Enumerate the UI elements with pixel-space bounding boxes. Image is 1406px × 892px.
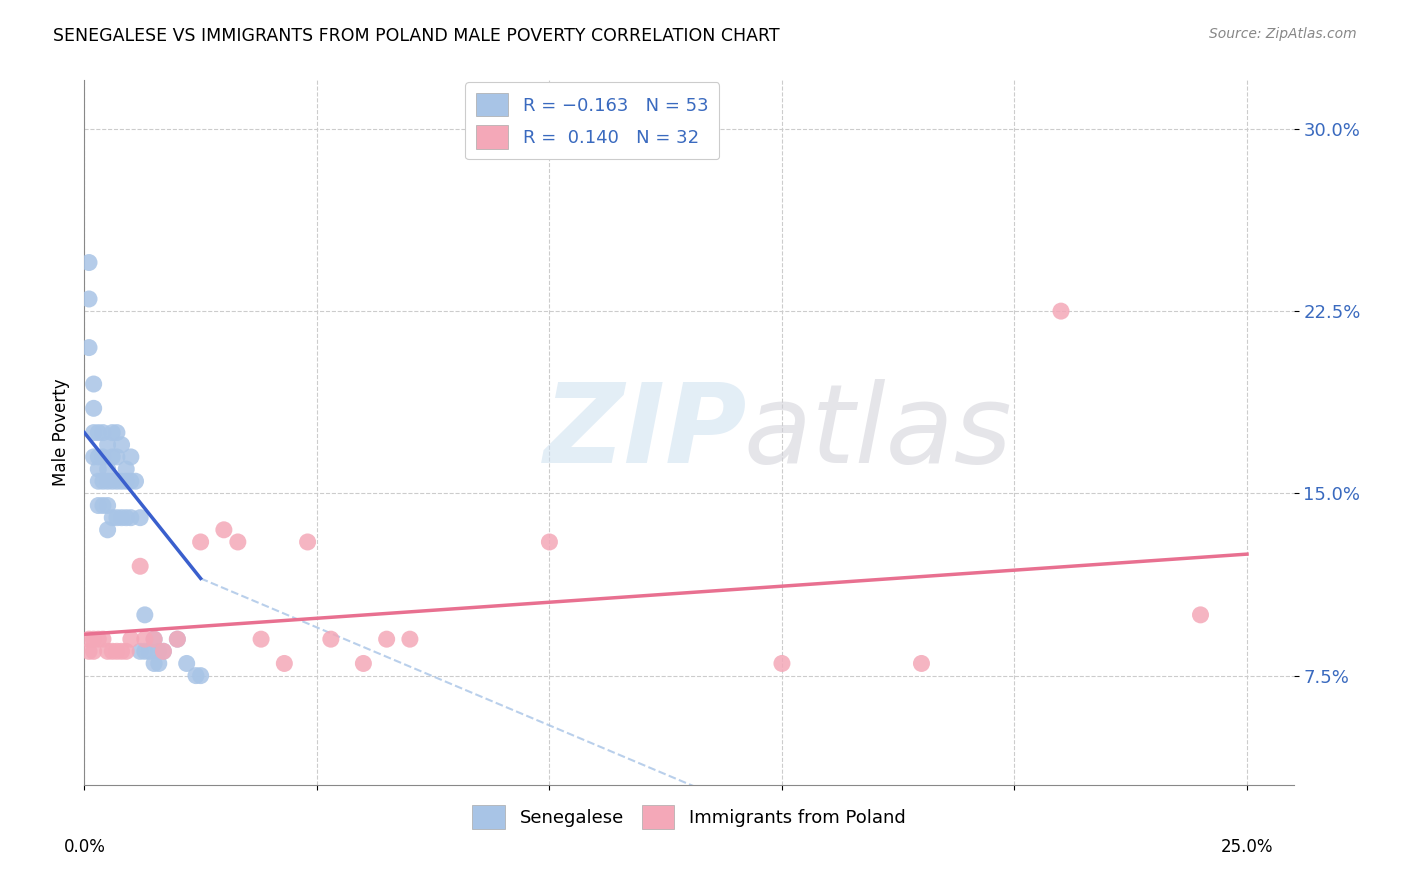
Point — [77, 632, 100, 647]
Point — [129, 510, 152, 524]
Point — [105, 450, 128, 464]
Point — [120, 450, 142, 464]
Point — [83, 450, 105, 464]
Point — [129, 644, 152, 658]
Point — [143, 632, 166, 647]
Point — [77, 644, 100, 658]
Point — [101, 474, 124, 488]
Point — [770, 657, 793, 671]
Point — [134, 632, 156, 647]
Text: atlas: atlas — [744, 379, 1012, 486]
Point — [110, 438, 132, 452]
Point — [115, 474, 138, 488]
Point — [91, 474, 114, 488]
Point — [83, 644, 105, 658]
Point — [148, 644, 170, 658]
Point — [83, 425, 105, 440]
Point — [143, 632, 166, 647]
Point — [97, 438, 120, 452]
Point — [297, 535, 319, 549]
Point — [97, 644, 120, 658]
Point — [105, 474, 128, 488]
Point — [115, 510, 138, 524]
Point — [1189, 607, 1212, 622]
Point — [87, 474, 110, 488]
Point — [87, 425, 110, 440]
Point — [83, 632, 105, 647]
Point — [91, 632, 114, 647]
Point — [1050, 304, 1073, 318]
Point — [110, 474, 132, 488]
Point — [91, 450, 114, 464]
Legend: Senegalese, Immigrants from Poland: Senegalese, Immigrants from Poland — [461, 795, 917, 839]
Point — [115, 462, 138, 476]
Point — [129, 559, 152, 574]
Point — [152, 644, 174, 658]
Point — [83, 401, 105, 416]
Text: SENEGALESE VS IMMIGRANTS FROM POLAND MALE POVERTY CORRELATION CHART: SENEGALESE VS IMMIGRANTS FROM POLAND MAL… — [53, 27, 780, 45]
Point — [120, 510, 142, 524]
Point — [91, 425, 114, 440]
Point — [87, 499, 110, 513]
Point — [399, 632, 422, 647]
Point — [184, 668, 207, 682]
Point — [375, 632, 398, 647]
Point — [105, 425, 128, 440]
Y-axis label: Male Poverty: Male Poverty — [52, 379, 70, 486]
Point — [166, 632, 188, 647]
Point — [120, 632, 142, 647]
Point — [87, 632, 110, 647]
Point — [77, 341, 100, 355]
Point — [83, 377, 105, 392]
Point — [190, 535, 212, 549]
Point — [176, 657, 198, 671]
Point — [101, 510, 124, 524]
Text: Source: ZipAtlas.com: Source: ZipAtlas.com — [1209, 27, 1357, 41]
Point — [97, 462, 120, 476]
Point — [190, 668, 212, 682]
Point — [166, 632, 188, 647]
Point — [250, 632, 273, 647]
Point — [101, 644, 124, 658]
Text: 25.0%: 25.0% — [1220, 838, 1274, 856]
Point — [138, 644, 160, 658]
Point — [352, 657, 374, 671]
Text: 0.0%: 0.0% — [63, 838, 105, 856]
Point — [110, 644, 132, 658]
Point — [97, 499, 120, 513]
Point — [77, 292, 100, 306]
Point — [105, 510, 128, 524]
Point — [134, 644, 156, 658]
Point — [105, 644, 128, 658]
Point — [134, 607, 156, 622]
Point — [91, 499, 114, 513]
Point — [143, 657, 166, 671]
Point — [212, 523, 235, 537]
Point — [97, 523, 120, 537]
Point — [319, 632, 342, 647]
Point — [101, 425, 124, 440]
Point — [87, 450, 110, 464]
Point — [538, 535, 561, 549]
Point — [115, 644, 138, 658]
Point — [120, 474, 142, 488]
Point — [87, 462, 110, 476]
Point — [97, 474, 120, 488]
Point — [101, 450, 124, 464]
Point — [152, 644, 174, 658]
Point — [910, 657, 932, 671]
Text: ZIP: ZIP — [544, 379, 748, 486]
Point — [77, 255, 100, 269]
Point — [226, 535, 249, 549]
Point — [110, 510, 132, 524]
Point — [148, 657, 170, 671]
Point — [273, 657, 295, 671]
Point — [124, 474, 146, 488]
